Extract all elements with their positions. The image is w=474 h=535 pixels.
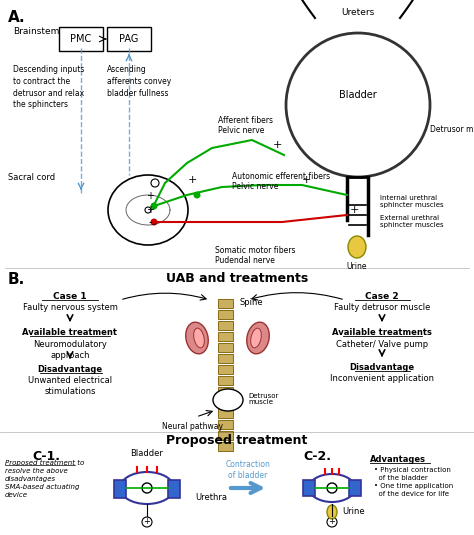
Text: Case 1: Case 1: [53, 292, 87, 301]
Text: Disadvantage: Disadvantage: [349, 363, 415, 372]
Text: B.: B.: [8, 272, 25, 287]
Text: Afferent fibers
Pelvic nerve: Afferent fibers Pelvic nerve: [218, 116, 273, 135]
Circle shape: [193, 192, 201, 198]
FancyBboxPatch shape: [218, 343, 233, 353]
Ellipse shape: [247, 322, 269, 354]
Text: Brainstem: Brainstem: [13, 27, 59, 36]
Text: +: +: [146, 205, 154, 215]
Text: C-2.: C-2.: [303, 450, 331, 463]
FancyBboxPatch shape: [218, 419, 233, 429]
Text: Proposed treatment to: Proposed treatment to: [5, 460, 84, 466]
FancyBboxPatch shape: [303, 480, 315, 496]
Text: Detrusor
muscle: Detrusor muscle: [248, 393, 278, 406]
Text: +: +: [273, 140, 283, 150]
FancyBboxPatch shape: [114, 480, 126, 498]
Circle shape: [151, 203, 157, 210]
Text: Contraction
of bladder: Contraction of bladder: [226, 460, 271, 480]
Text: Somatic motor fibers
Pudendal nerve: Somatic motor fibers Pudendal nerve: [215, 246, 295, 265]
Text: Autonomic efferent fibers
Pelvic nerve: Autonomic efferent fibers Pelvic nerve: [232, 172, 330, 192]
Text: Bladder: Bladder: [130, 449, 164, 458]
Text: Faulty detrusor muscle: Faulty detrusor muscle: [334, 303, 430, 312]
Text: +: +: [350, 205, 359, 215]
Text: Descending inputs
to contract the
detrusor and relax
the sphincters: Descending inputs to contract the detrus…: [13, 65, 84, 109]
Ellipse shape: [348, 236, 366, 258]
Text: SMA-based actuating: SMA-based actuating: [5, 484, 80, 490]
Text: Ascending
afferents convey
bladder fullness: Ascending afferents convey bladder fulln…: [107, 65, 171, 97]
FancyBboxPatch shape: [107, 27, 151, 51]
Text: Disadvantage: Disadvantage: [37, 365, 102, 374]
Text: device: device: [5, 492, 28, 498]
Circle shape: [327, 483, 337, 493]
Ellipse shape: [194, 328, 204, 348]
Text: Urine: Urine: [342, 508, 365, 516]
Text: Unwanted electrical
stimulations: Unwanted electrical stimulations: [28, 376, 112, 396]
Text: Advantages: Advantages: [370, 455, 426, 464]
Text: Detrusor muscle: Detrusor muscle: [430, 126, 474, 134]
Text: Internal urethral
sphincter muscles: Internal urethral sphincter muscles: [380, 195, 444, 209]
Text: Inconvenient application: Inconvenient application: [330, 374, 434, 383]
Text: disadvantages: disadvantages: [5, 476, 56, 482]
Text: +: +: [328, 517, 336, 526]
Text: Spine: Spine: [240, 298, 264, 307]
Text: Sacral cord: Sacral cord: [8, 173, 55, 182]
Ellipse shape: [186, 322, 208, 354]
Text: Urine: Urine: [347, 262, 367, 271]
Text: PAG: PAG: [119, 34, 139, 44]
FancyBboxPatch shape: [218, 442, 233, 452]
Text: +: +: [188, 175, 197, 185]
Ellipse shape: [120, 472, 174, 504]
Circle shape: [142, 483, 152, 493]
Ellipse shape: [309, 474, 355, 502]
FancyBboxPatch shape: [349, 480, 361, 496]
Text: Faulty nervous system: Faulty nervous system: [23, 303, 118, 312]
Text: PMC: PMC: [70, 34, 91, 44]
Text: External urethral
sphincter muscles: External urethral sphincter muscles: [380, 216, 444, 228]
FancyBboxPatch shape: [218, 320, 233, 330]
Text: C-1.: C-1.: [32, 450, 60, 463]
Text: Case 2: Case 2: [365, 292, 399, 301]
Text: +: +: [144, 517, 150, 526]
FancyBboxPatch shape: [218, 332, 233, 341]
Circle shape: [145, 207, 151, 213]
Text: Neural pathway: Neural pathway: [162, 422, 223, 431]
FancyBboxPatch shape: [218, 365, 233, 374]
FancyBboxPatch shape: [218, 409, 233, 418]
FancyBboxPatch shape: [218, 376, 233, 385]
Circle shape: [142, 517, 152, 527]
FancyBboxPatch shape: [168, 480, 180, 498]
Ellipse shape: [213, 389, 243, 411]
Text: +: +: [302, 175, 311, 185]
Text: Available treatment: Available treatment: [22, 328, 118, 337]
FancyBboxPatch shape: [218, 310, 233, 319]
FancyBboxPatch shape: [218, 299, 233, 308]
Ellipse shape: [327, 505, 337, 519]
Circle shape: [151, 179, 159, 187]
Text: Catheter/ Valve pump: Catheter/ Valve pump: [336, 340, 428, 349]
Circle shape: [151, 218, 157, 225]
FancyBboxPatch shape: [59, 27, 103, 51]
FancyBboxPatch shape: [218, 354, 233, 363]
Ellipse shape: [251, 328, 261, 348]
Text: +: +: [146, 191, 154, 201]
Text: Urethra: Urethra: [195, 493, 227, 502]
Text: Proposed treatment: Proposed treatment: [166, 434, 308, 447]
Text: resolve the above: resolve the above: [5, 468, 68, 474]
Text: • Physical contraction
  of the bladder: • Physical contraction of the bladder: [374, 467, 451, 481]
FancyBboxPatch shape: [218, 387, 233, 396]
Text: Available treatments: Available treatments: [332, 328, 432, 337]
Circle shape: [286, 33, 430, 177]
Text: -: -: [344, 185, 348, 195]
Text: Neuromodulatory
approach: Neuromodulatory approach: [33, 340, 107, 360]
Text: Bladder: Bladder: [339, 90, 377, 100]
Text: -: -: [148, 217, 152, 227]
Text: UAB and treatments: UAB and treatments: [166, 272, 308, 285]
Circle shape: [327, 517, 337, 527]
FancyBboxPatch shape: [218, 431, 233, 440]
Text: A.: A.: [8, 10, 26, 25]
FancyBboxPatch shape: [218, 398, 233, 407]
Text: • One time application
  of the device for life: • One time application of the device for…: [374, 483, 453, 497]
Text: Ureters: Ureters: [341, 8, 374, 17]
Ellipse shape: [108, 175, 188, 245]
